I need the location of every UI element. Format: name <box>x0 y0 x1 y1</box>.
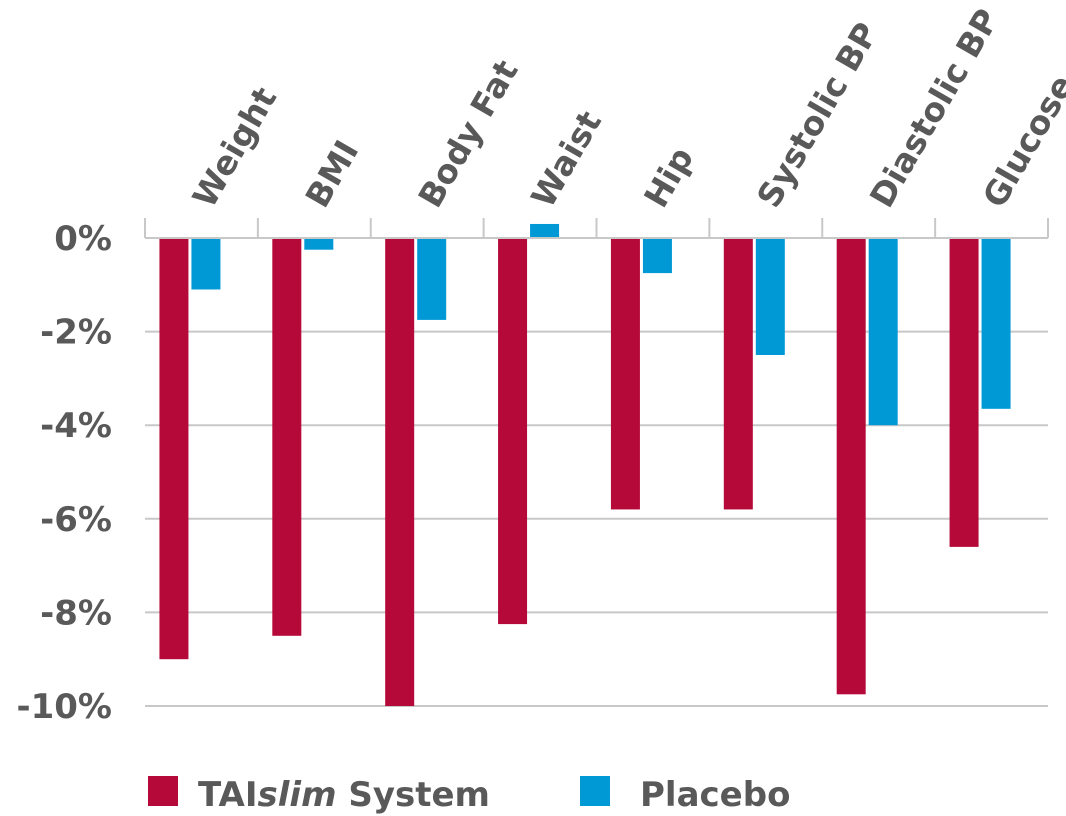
bar-taislim-glucose <box>949 238 979 547</box>
bar-placebo-waist <box>530 223 560 238</box>
legend-label-part: slim <box>258 775 337 815</box>
bar-placebo-glucose <box>981 238 1011 409</box>
bar-placebo-diastolic-bp <box>868 238 898 426</box>
bar-taislim-weight <box>159 238 189 660</box>
category-label: BMI <box>297 134 366 214</box>
category-label: Waist <box>523 104 609 214</box>
category-label: Hip <box>636 140 701 214</box>
y-tick-label: -8% <box>40 593 112 633</box>
bars <box>159 223 1011 706</box>
y-tick-label: 0% <box>54 219 112 259</box>
y-tick-label: -4% <box>40 406 112 446</box>
category-label: Systolic BP <box>749 16 886 214</box>
bar-placebo-weight <box>191 238 221 290</box>
y-tick-label: -2% <box>40 313 112 353</box>
bar-placebo-systolic-bp <box>755 238 785 355</box>
bar-taislim-body-fat <box>385 238 415 706</box>
bar-placebo-hip <box>642 238 672 274</box>
category-label: Glucose <box>975 68 1066 214</box>
y-tick-label: -10% <box>17 687 113 727</box>
legend-label-placebo: Placebo <box>640 775 790 815</box>
x-axis <box>144 218 1049 239</box>
bar-taislim-bmi <box>272 238 302 636</box>
bar-taislim-hip <box>610 238 640 510</box>
legend-label-part: System <box>337 775 490 815</box>
legend-label-taislim: TAIslim System <box>198 775 490 815</box>
legend-label-part: TAI <box>198 775 258 815</box>
bar-placebo-bmi <box>304 238 334 250</box>
bar-taislim-waist <box>498 238 528 625</box>
bar-taislim-systolic-bp <box>723 238 753 510</box>
bar-placebo-body-fat <box>417 238 447 320</box>
legend: TAIslim System Placebo <box>148 775 790 815</box>
bar-taislim-diastolic-bp <box>836 238 866 695</box>
y-axis-tick-labels: 0% -2% -4% -6% -8% -10% <box>17 219 113 727</box>
category-label: Weight <box>185 80 285 214</box>
legend-swatch-placebo <box>580 776 610 806</box>
legend-swatch-taislim <box>148 776 178 806</box>
y-tick-label: -6% <box>40 500 112 540</box>
category-label: Body Fat <box>410 53 525 214</box>
